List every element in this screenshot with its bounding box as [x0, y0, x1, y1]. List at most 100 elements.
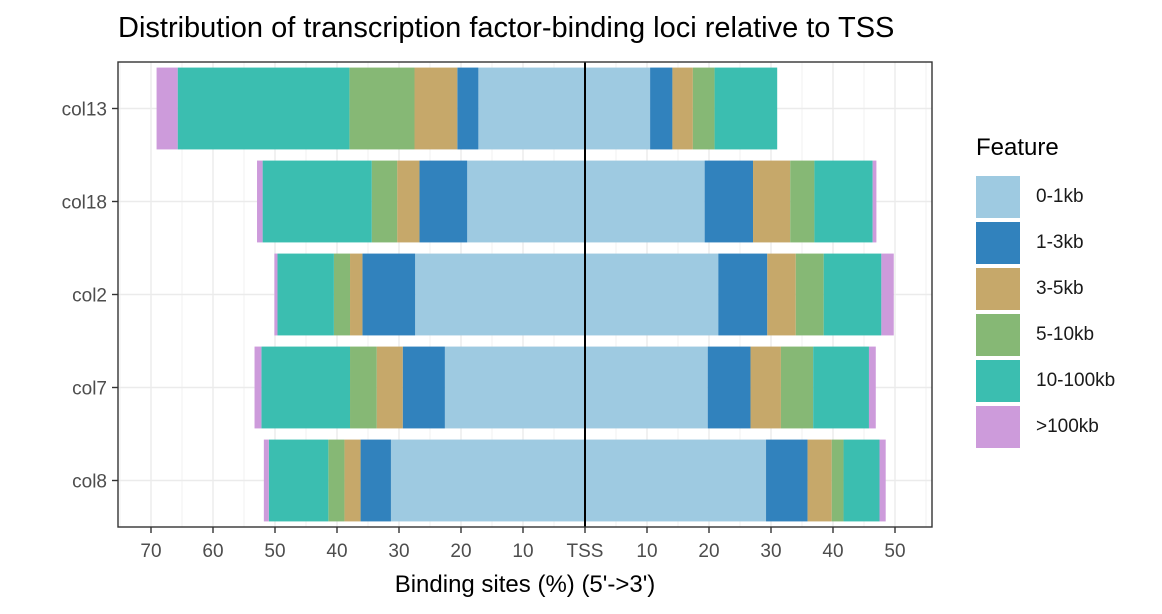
bar-segment	[268, 439, 329, 522]
x-tick-label: 60	[202, 541, 223, 562]
bar-segment	[672, 67, 693, 150]
legend-item: 5-10kb	[976, 312, 1115, 358]
x-tick-label: 20	[698, 541, 719, 562]
legend-items: 0-1kb 1-3kb 3-5kb 5-10kb 10-100kb >100kb	[976, 174, 1115, 450]
bar-segment	[714, 67, 778, 150]
bar-segment	[831, 439, 844, 522]
bar-segment	[277, 253, 334, 336]
bar-segment	[262, 160, 372, 243]
bar-segment	[790, 160, 815, 243]
bar-segment	[344, 439, 361, 522]
bar-segment	[402, 346, 445, 429]
bar-segment	[257, 160, 263, 243]
bar-segment	[585, 160, 705, 243]
y-tick-label: col13	[62, 100, 107, 121]
bar-segment	[585, 346, 708, 429]
bar-segment	[350, 253, 363, 336]
x-tick-label: 40	[822, 541, 843, 562]
x-axis-title: Binding sites (%) (5'->3')	[395, 571, 656, 598]
legend-swatch	[976, 314, 1020, 356]
bar-segment	[879, 439, 886, 522]
x-tick-label: 50	[884, 541, 905, 562]
bar-segment	[390, 439, 585, 522]
bar-segment	[261, 346, 351, 429]
legend-item: 10-100kb	[976, 358, 1115, 404]
legend-item: >100kb	[976, 404, 1115, 450]
legend-label: 10-100kb	[1036, 370, 1116, 391]
y-tick-label: col2	[72, 286, 107, 307]
x-tick-label: 70	[140, 541, 161, 562]
bar-segment	[350, 346, 377, 429]
bar-segment	[478, 67, 585, 150]
bar-segment	[371, 160, 398, 243]
legend-swatch	[976, 176, 1020, 218]
x-tick-label: 10	[512, 541, 533, 562]
bar-segment	[881, 253, 894, 336]
bar-segment	[397, 160, 420, 243]
legend-swatch	[976, 360, 1020, 402]
bar-segment	[419, 160, 468, 243]
legend-label: 3-5kb	[1036, 278, 1084, 299]
y-tick-label: col18	[62, 193, 107, 214]
x-tick-label: 30	[760, 541, 781, 562]
bar-segment	[444, 346, 585, 429]
legend-swatch	[976, 268, 1020, 310]
bar-segment	[750, 346, 781, 429]
bar-segment	[585, 253, 719, 336]
bar-segment	[457, 67, 479, 150]
bar-segment	[807, 439, 832, 522]
bar-segment	[254, 346, 262, 429]
bar-segment	[650, 67, 673, 150]
bar-segment	[333, 253, 351, 336]
bar-segment	[376, 346, 403, 429]
x-tick-label: 10	[636, 541, 657, 562]
bar-segment	[795, 253, 824, 336]
bar-segment	[823, 253, 882, 336]
bar-segment	[328, 439, 345, 522]
bar-segment	[753, 160, 791, 243]
chart-title: Distribution of transcription factor-bin…	[118, 12, 895, 44]
legend-label: 5-10kb	[1036, 324, 1095, 345]
bar-segment	[349, 67, 415, 150]
legend-item: 3-5kb	[976, 266, 1115, 312]
x-tick-label: 20	[450, 541, 471, 562]
bar-segment	[585, 67, 651, 150]
bar-segment	[467, 160, 585, 243]
bar-segment	[362, 253, 416, 336]
bar-segment	[780, 346, 814, 429]
bar-segment	[263, 439, 269, 522]
x-tick-label: 30	[388, 541, 409, 562]
bar-segment	[692, 67, 715, 150]
x-tick-label: 50	[264, 541, 285, 562]
x-tick-label: TSS	[567, 541, 604, 562]
bar-segment	[414, 67, 458, 150]
legend-swatch	[976, 406, 1020, 448]
bar-segment	[868, 346, 876, 429]
y-tick-label: col8	[72, 472, 107, 493]
legend-swatch	[976, 222, 1020, 264]
bar-segment	[704, 160, 754, 243]
bar-segment	[718, 253, 768, 336]
legend-label: 1-3kb	[1036, 232, 1084, 253]
bar-segment	[585, 439, 767, 522]
bar-segment	[814, 160, 873, 243]
x-tick-label: 40	[326, 541, 347, 562]
y-tick-label: col7	[72, 379, 107, 400]
legend-item: 1-3kb	[976, 220, 1115, 266]
legend-item: 0-1kb	[976, 174, 1115, 220]
legend-label: >100kb	[1036, 416, 1099, 437]
bar-segment	[766, 439, 808, 522]
bar-segment	[360, 439, 391, 522]
bar-segment	[274, 253, 278, 336]
bar-segment	[767, 253, 796, 336]
legend-label: 0-1kb	[1036, 186, 1084, 207]
bar-segment	[843, 439, 880, 522]
legend: Feature 0-1kb 1-3kb 3-5kb 5-10kb 10-100kb >10…	[976, 134, 1115, 450]
legend-title: Feature	[976, 134, 1059, 161]
bar-segment	[872, 160, 877, 243]
bar-segment	[707, 346, 751, 429]
bar-segment	[415, 253, 585, 336]
bar-segment	[177, 67, 350, 150]
bar-segment	[156, 67, 178, 150]
